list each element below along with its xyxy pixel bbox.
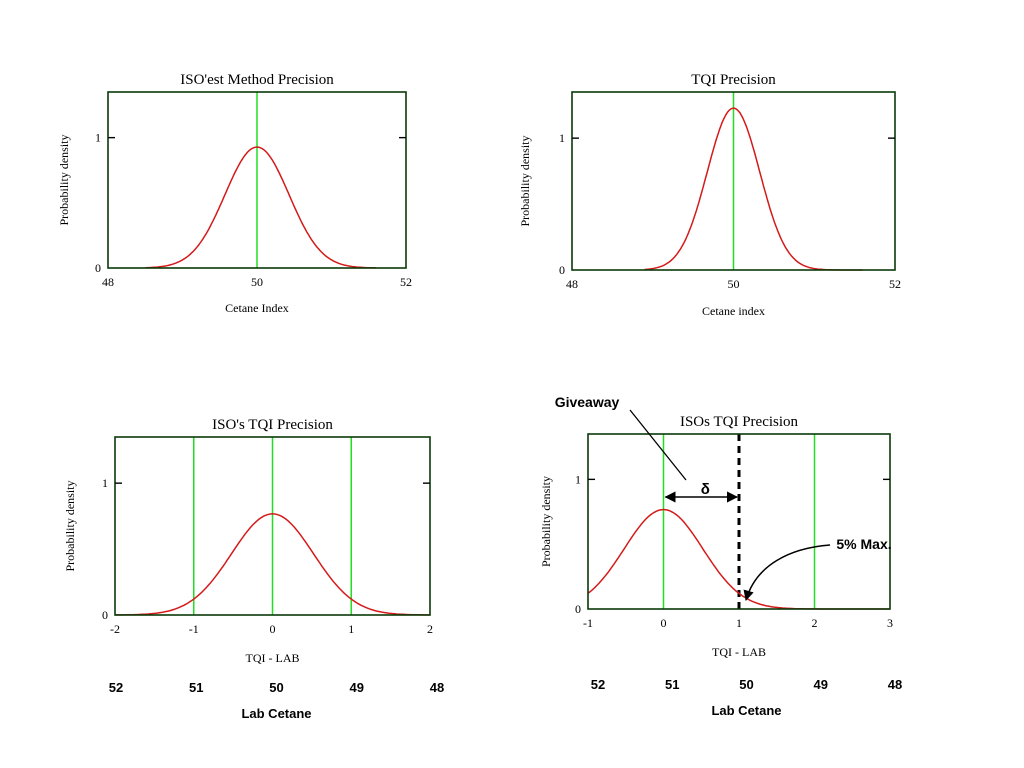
chart-title: TQI Precision [691, 72, 776, 88]
lab-cetane-tick: 51 [665, 677, 679, 692]
x-tick-label: 2 [812, 616, 818, 630]
five-percent-max-label: 5% Max. [836, 536, 891, 552]
x-tick-label: 1 [348, 622, 354, 636]
x-axis-label: TQI - LAB [712, 645, 766, 659]
x-tick-label: 52 [889, 277, 901, 291]
giveaway-leader-line [629, 409, 687, 481]
lab-cetane-tick: 52 [591, 677, 605, 692]
lab-cetane-tick: 49 [814, 677, 828, 692]
x-axis-label: Cetane index [702, 304, 765, 318]
plot-frame [587, 433, 891, 610]
charts-group: 0 1 48 50 52 ISO'est Method Precision Cetane I… [57, 72, 902, 721]
lab-cetane-label: Lab Cetane [711, 703, 781, 718]
x-axis-label: TQI - LAB [246, 651, 300, 665]
x-tick-label: 2 [427, 622, 433, 636]
x-tick-label: 48 [102, 275, 114, 289]
x-tick-label: 3 [887, 616, 893, 630]
x-tick-label: -2 [110, 622, 120, 636]
y-axis-label: Probability density [539, 476, 553, 567]
y-tick-label: 1 [95, 131, 101, 145]
lab-cetane-tick: 52 [109, 680, 123, 695]
y-tick-label: 0 [102, 608, 108, 622]
delta-label: δ [701, 481, 710, 498]
y-tick-label: 1 [575, 472, 581, 486]
y-tick-label: 0 [95, 261, 101, 275]
y-axis-label: Probability density [57, 135, 71, 226]
chart-panel-2: 0 1 48 50 52 TQI Precision Cetane index Probabi… [518, 72, 901, 318]
plot-frame [571, 91, 896, 271]
x-tick-label: 0 [270, 622, 276, 636]
density-curve [145, 146, 377, 269]
giveaway-label: Giveaway [555, 394, 620, 410]
y-axis-label: Probability density [518, 136, 532, 227]
density-curve [644, 107, 863, 271]
x-tick-label: 50 [728, 277, 740, 291]
y-axis-label: Probability density [63, 481, 77, 572]
chart-title: ISO's TQI Precision [212, 417, 333, 433]
y-tick-label: 1 [559, 131, 565, 145]
y-tick-label: 1 [102, 476, 108, 490]
x-axis-label: Cetane Index [225, 301, 289, 315]
plot-frame [114, 436, 431, 616]
y-tick-label: 0 [559, 263, 565, 277]
lab-cetane-tick: 48 [888, 677, 902, 692]
x-tick-label: 50 [251, 275, 263, 289]
five-percent-arrow [743, 544, 831, 602]
x-tick-label: 0 [661, 616, 667, 630]
density-curve [115, 513, 430, 616]
lab-cetane-tick: 49 [350, 680, 364, 695]
plot-frame [107, 91, 407, 269]
chart-title: ISOs TQI Precision [680, 414, 799, 430]
lab-cetane-tick: 48 [430, 680, 444, 695]
lab-cetane-tick: 50 [739, 677, 753, 692]
x-tick-label: 1 [736, 616, 742, 630]
chart-panel-1: 0 1 48 50 52 ISO'est Method Precision Cetane I… [57, 72, 412, 315]
x-tick-label: 52 [400, 275, 412, 289]
y-tick-label: 0 [575, 602, 581, 616]
lab-cetane-label: Lab Cetane [241, 706, 311, 721]
x-tick-label: -1 [189, 622, 199, 636]
x-tick-label: -1 [583, 616, 593, 630]
lab-cetane-tick: 51 [189, 680, 203, 695]
lab-cetane-tick: 50 [269, 680, 283, 695]
chart-title: ISO'est Method Precision [180, 72, 334, 88]
chart-panel-3: 0 1 -2 -1 0 1 2 ISO's TQI Precision TQI - LAB Pro… [63, 417, 444, 721]
x-tick-label: 48 [566, 277, 578, 291]
